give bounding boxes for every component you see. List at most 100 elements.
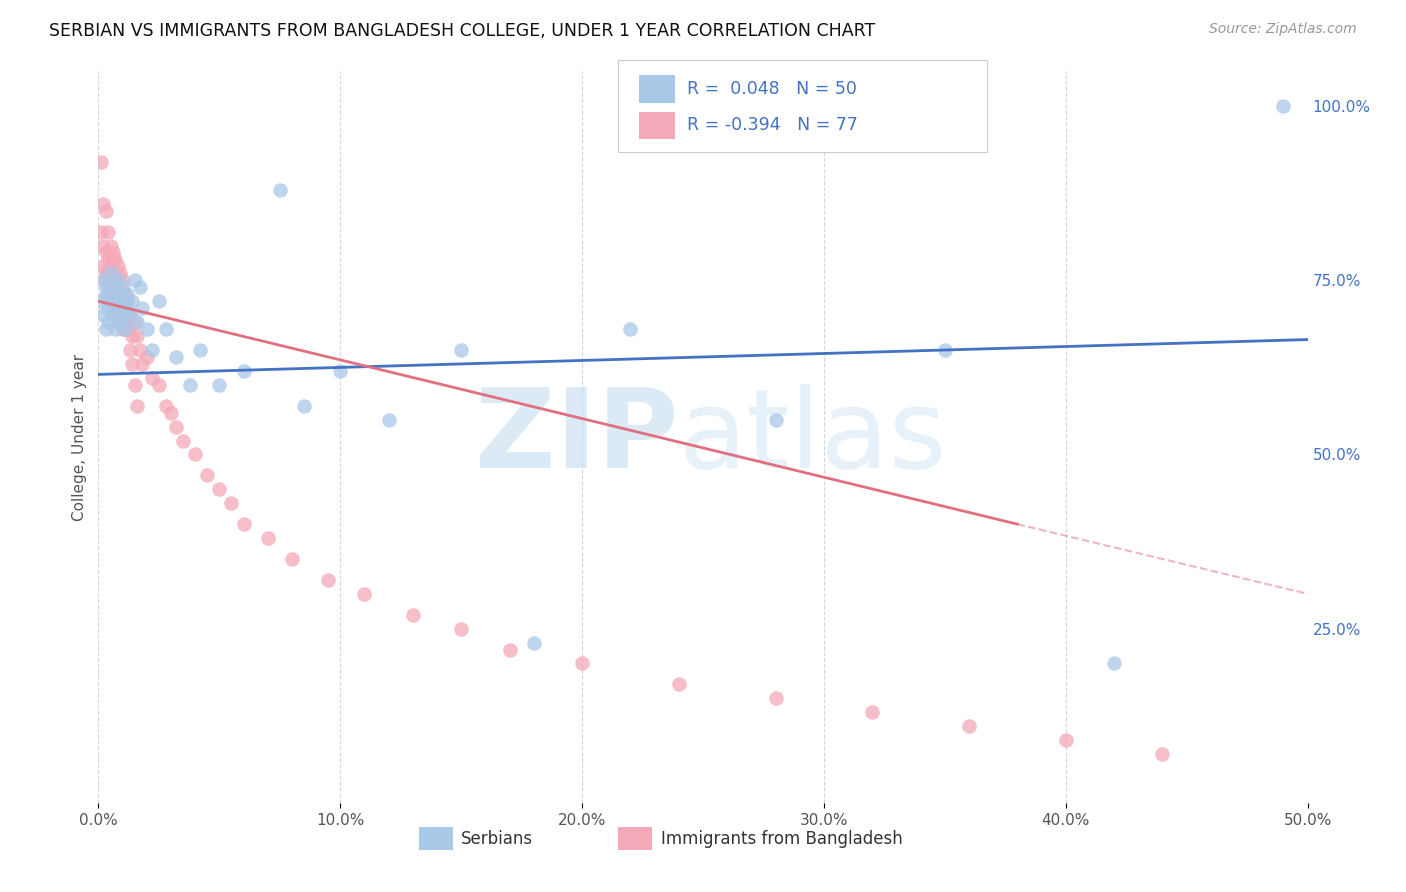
Point	[208, 377, 231, 392]
Point	[104, 294, 127, 309]
Point	[90, 155, 112, 169]
Point	[127, 329, 149, 343]
Point	[100, 266, 122, 280]
Point	[329, 364, 352, 378]
Text: Serbians: Serbians	[461, 830, 533, 847]
Point	[1054, 733, 1077, 747]
Point	[121, 329, 143, 343]
Point	[124, 315, 146, 329]
Point	[114, 294, 136, 309]
Point	[97, 287, 120, 301]
Point	[111, 308, 134, 322]
Point	[450, 343, 472, 357]
Point	[111, 287, 134, 301]
Point	[107, 273, 129, 287]
Point	[97, 252, 120, 267]
Point	[269, 183, 291, 197]
Text: ZIP: ZIP	[475, 384, 679, 491]
FancyBboxPatch shape	[619, 61, 987, 152]
Point	[108, 294, 131, 309]
Point	[97, 225, 120, 239]
Point	[148, 377, 170, 392]
Point	[124, 273, 146, 287]
Point	[91, 238, 114, 252]
Point	[94, 287, 117, 301]
Y-axis label: College, Under 1 year: College, Under 1 year	[72, 353, 87, 521]
Text: SERBIAN VS IMMIGRANTS FROM BANGLADESH COLLEGE, UNDER 1 YEAR CORRELATION CHART: SERBIAN VS IMMIGRANTS FROM BANGLADESH CO…	[49, 22, 876, 40]
Point	[108, 315, 131, 329]
Point	[765, 691, 787, 706]
Point	[141, 371, 163, 385]
Point	[100, 294, 122, 309]
Point	[108, 294, 131, 309]
Point	[860, 705, 883, 719]
Point	[179, 377, 201, 392]
Point	[498, 642, 520, 657]
Point	[107, 287, 129, 301]
Point	[100, 238, 122, 252]
Point	[117, 287, 139, 301]
Point	[97, 301, 120, 316]
Text: R =  0.048   N = 50: R = 0.048 N = 50	[688, 80, 858, 98]
Point	[94, 273, 117, 287]
Point	[101, 308, 124, 322]
Point	[141, 343, 163, 357]
Point	[1102, 657, 1125, 671]
Point	[256, 531, 278, 545]
Point	[114, 322, 136, 336]
Point	[131, 301, 153, 316]
Point	[104, 280, 127, 294]
Point	[128, 280, 150, 294]
Point	[118, 343, 141, 357]
Point	[118, 308, 141, 322]
Point	[91, 196, 114, 211]
Point	[124, 377, 146, 392]
Point	[94, 322, 117, 336]
Point	[148, 294, 170, 309]
Point	[353, 587, 375, 601]
Point	[232, 517, 254, 532]
Point	[104, 287, 127, 301]
Point	[94, 266, 117, 280]
Point	[107, 280, 129, 294]
Point	[91, 260, 114, 274]
FancyBboxPatch shape	[419, 827, 453, 850]
Point	[127, 315, 149, 329]
Point	[91, 273, 114, 287]
Point	[127, 399, 149, 413]
Text: R = -0.394   N = 77: R = -0.394 N = 77	[688, 117, 858, 135]
FancyBboxPatch shape	[619, 827, 652, 850]
Point	[232, 364, 254, 378]
Point	[107, 315, 129, 329]
Point	[94, 280, 117, 294]
Point	[91, 308, 114, 322]
Point	[208, 483, 231, 497]
Point	[160, 406, 183, 420]
Point	[957, 719, 980, 733]
Text: atlas: atlas	[679, 384, 948, 491]
Point	[97, 266, 120, 280]
FancyBboxPatch shape	[638, 112, 675, 139]
Point	[165, 419, 187, 434]
Point	[668, 677, 690, 691]
Point	[117, 322, 139, 336]
Point	[114, 287, 136, 301]
Point	[101, 245, 124, 260]
Point	[107, 301, 129, 316]
Point	[108, 301, 131, 316]
Point	[316, 573, 339, 587]
Point	[221, 496, 243, 510]
Point	[100, 266, 122, 280]
Point	[111, 280, 134, 294]
Point	[765, 412, 787, 426]
Point	[114, 308, 136, 322]
Point	[281, 552, 304, 566]
Point	[155, 399, 177, 413]
Point	[104, 252, 127, 267]
Point	[118, 308, 141, 322]
Point	[117, 294, 139, 309]
Point	[128, 343, 150, 357]
FancyBboxPatch shape	[638, 75, 675, 103]
Point	[195, 468, 218, 483]
Point	[1272, 99, 1295, 113]
